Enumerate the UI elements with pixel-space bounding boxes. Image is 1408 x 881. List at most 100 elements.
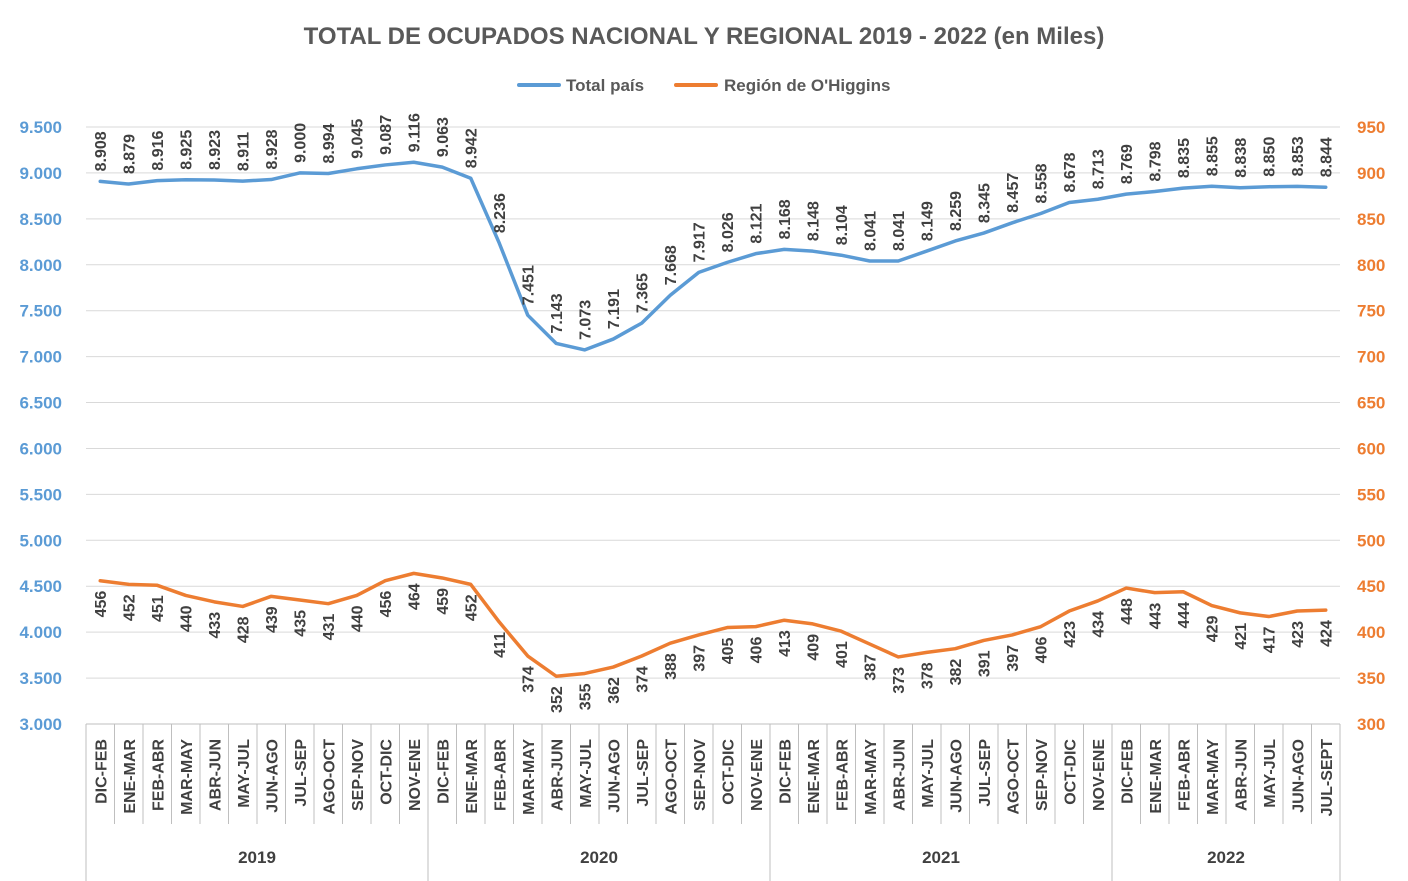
x-category-label: OCT-DIC xyxy=(720,739,737,805)
data-label-region-ohiggins: 452 xyxy=(122,594,139,621)
x-category-label: MAY-JUL xyxy=(578,739,595,808)
data-label-region-ohiggins: 439 xyxy=(264,606,281,633)
data-label-total-pais: 8.026 xyxy=(720,212,737,252)
x-category-label: ABR-JUN xyxy=(549,739,566,811)
data-label-region-ohiggins: 362 xyxy=(606,677,623,704)
x-category-label: ENE-MAR xyxy=(122,739,139,814)
data-label-region-ohiggins: 374 xyxy=(521,666,538,693)
data-label-region-ohiggins: 391 xyxy=(977,650,994,677)
data-label-total-pais: 8.994 xyxy=(321,123,338,163)
legend-label-2: Región de O'Higgins xyxy=(724,76,891,95)
data-label-total-pais: 7.668 xyxy=(663,245,680,285)
data-label-region-ohiggins: 429 xyxy=(1205,615,1222,642)
data-label-region-ohiggins: 406 xyxy=(1034,637,1051,664)
y-left-tick-label: 7.500 xyxy=(19,302,62,321)
x-category-label: FEB-ABR xyxy=(492,739,509,811)
data-label-total-pais: 9.116 xyxy=(407,113,424,152)
data-label-region-ohiggins: 456 xyxy=(378,591,395,618)
data-label-total-pais: 7.365 xyxy=(635,273,652,313)
y-right-tick-label: 900 xyxy=(1357,164,1385,183)
data-labels: 8.908 8.879 8.916 8.925 8.923 8.911 8.928 9.000… xyxy=(93,113,1336,713)
data-label-total-pais: 7.451 xyxy=(521,265,538,305)
x-category-label: ENE-MAR xyxy=(1148,739,1165,814)
data-label-total-pais: 8.121 xyxy=(749,204,766,244)
data-label-total-pais: 7.143 xyxy=(549,293,566,333)
y-right-tick-label: 550 xyxy=(1357,485,1385,504)
x-category-label: DIC-FEB xyxy=(435,739,452,804)
y-left-tick-label: 8.000 xyxy=(19,256,62,275)
y-left-tick-label: 5.500 xyxy=(19,485,62,504)
data-label-region-ohiggins: 411 xyxy=(492,632,509,658)
x-category-label: DIC-FEB xyxy=(93,739,110,804)
data-label-region-ohiggins: 409 xyxy=(806,634,823,661)
data-label-total-pais: 9.000 xyxy=(293,123,310,163)
data-label-region-ohiggins: 464 xyxy=(407,583,424,610)
data-label-total-pais: 8.855 xyxy=(1205,136,1222,176)
x-category-label: ABR-JUN xyxy=(207,739,224,811)
legend-label-1: Total país xyxy=(566,76,644,95)
data-label-region-ohiggins: 355 xyxy=(578,683,595,710)
y-left-tick-label: 7.000 xyxy=(19,348,62,367)
data-label-total-pais: 8.879 xyxy=(122,134,139,174)
data-label-total-pais: 8.844 xyxy=(1319,137,1336,177)
data-label-region-ohiggins: 352 xyxy=(549,686,566,713)
y-left-tick-label: 8.500 xyxy=(19,210,62,229)
x-category-label: FEB-ABR xyxy=(1176,739,1193,811)
x-category-label: AGO-OCT xyxy=(1005,739,1022,815)
data-label-region-ohiggins: 378 xyxy=(920,662,937,689)
data-label-total-pais: 8.923 xyxy=(207,130,224,170)
left-axis: 3.000 3.500 4.000 4.500 5.000 5.500 6.000 6.500… xyxy=(19,118,62,734)
x-category-label: JUL-SEPT xyxy=(1319,739,1336,817)
data-label-total-pais: 8.168 xyxy=(777,199,794,239)
data-label-region-ohiggins: 434 xyxy=(1091,611,1108,638)
data-label-region-ohiggins: 397 xyxy=(692,645,709,672)
year-group-label: 2020 xyxy=(580,848,618,867)
x-category-label: NOV-ENE xyxy=(1091,739,1108,811)
y-left-tick-label: 3.000 xyxy=(19,715,62,734)
data-label-region-ohiggins: 440 xyxy=(179,605,196,632)
data-label-total-pais: 8.041 xyxy=(863,211,880,251)
y-left-tick-label: 6.500 xyxy=(19,394,62,413)
x-category-label: SEP-NOV xyxy=(1034,739,1051,811)
x-category-label: SEP-NOV xyxy=(350,739,367,811)
data-label-total-pais: 8.149 xyxy=(920,201,937,241)
data-label-total-pais: 8.916 xyxy=(150,130,167,170)
data-label-region-ohiggins: 387 xyxy=(863,654,880,681)
x-category-label: NOV-ENE xyxy=(407,739,424,811)
x-category-label: NOV-ENE xyxy=(749,739,766,811)
x-category-label: JUL-SEP xyxy=(635,739,652,807)
legend: Total país Región de O'Higgins xyxy=(517,76,891,95)
y-right-tick-label: 450 xyxy=(1357,577,1385,596)
data-label-region-ohiggins: 452 xyxy=(464,594,481,621)
year-group-label: 2021 xyxy=(922,848,960,867)
x-category-label: OCT-DIC xyxy=(378,739,395,805)
data-label-total-pais: 8.925 xyxy=(179,130,196,170)
x-category-label: SEP-NOV xyxy=(692,739,709,811)
data-label-total-pais: 8.942 xyxy=(464,128,481,168)
y-left-tick-label: 4.000 xyxy=(19,623,62,642)
data-label-region-ohiggins: 424 xyxy=(1319,620,1336,647)
x-category-label: MAY-JUL xyxy=(920,739,937,808)
data-label-total-pais: 8.835 xyxy=(1176,138,1193,178)
y-right-tick-label: 800 xyxy=(1357,256,1385,275)
data-label-total-pais: 8.798 xyxy=(1148,141,1165,181)
data-label-region-ohiggins: 373 xyxy=(891,667,908,694)
year-group-label: 2019 xyxy=(238,848,276,867)
y-left-tick-label: 6.000 xyxy=(19,439,62,458)
x-category-label: OCT-DIC xyxy=(1062,739,1079,805)
data-label-total-pais: 9.063 xyxy=(435,117,452,157)
x-category-label: MAR-MAY xyxy=(863,739,880,815)
data-label-total-pais: 7.191 xyxy=(606,289,623,329)
data-label-total-pais: 8.148 xyxy=(806,201,823,241)
data-label-region-ohiggins: 444 xyxy=(1176,602,1193,629)
series-line-total-pais xyxy=(98,160,1328,352)
data-label-total-pais: 8.678 xyxy=(1062,152,1079,192)
data-label-region-ohiggins: 388 xyxy=(663,653,680,680)
data-label-region-ohiggins: 405 xyxy=(720,637,737,664)
data-label-region-ohiggins: 459 xyxy=(435,588,452,615)
y-left-tick-label: 5.000 xyxy=(19,531,62,550)
data-label-total-pais: 8.838 xyxy=(1233,138,1250,178)
data-label-region-ohiggins: 401 xyxy=(834,641,851,668)
x-category-label: AGO-OCT xyxy=(321,739,338,815)
